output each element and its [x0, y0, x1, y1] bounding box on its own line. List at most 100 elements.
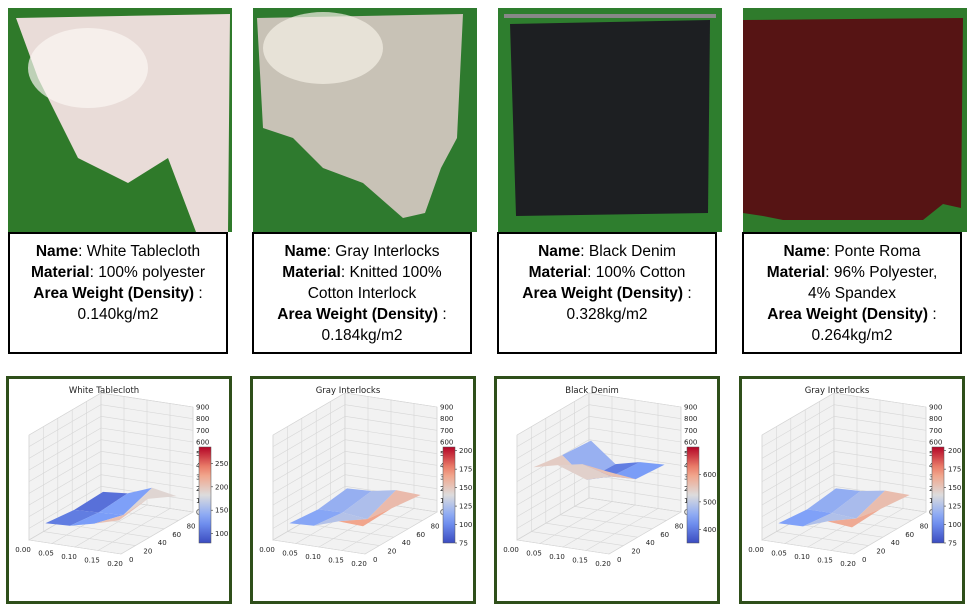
x-tick-label: 0.00 [748, 546, 764, 554]
z-tick-label: 900 [440, 404, 453, 412]
colorbar [931, 446, 945, 544]
x-tick-label: 0.10 [61, 553, 77, 561]
surface-patch [313, 512, 368, 526]
colorbar-tick-label: 100 [948, 521, 961, 529]
y-tick-label: 20 [631, 548, 640, 556]
grid-line-y [287, 531, 380, 546]
fabric-photo-ponte-roma [743, 8, 967, 232]
x-tick-label: 0.20 [351, 560, 367, 568]
grid-line-y [301, 522, 394, 538]
z-tick-label: 800 [440, 415, 453, 423]
grid-line-x [364, 511, 438, 555]
grid-line-z [761, 439, 835, 482]
plot-svg-0: White Tablecloth 0.00 0.05 0.10 0.15 0.20 0 20 4… [15, 386, 228, 568]
x-tick-label: 0.00 [15, 546, 31, 554]
z-tick-label: 0 [684, 509, 688, 517]
material-value: 96% Polyester, [833, 264, 938, 281]
grid-line-z [28, 392, 102, 436]
grid-line-y [560, 514, 653, 530]
material-line: Material: Knitted 100% [282, 264, 442, 281]
material-line: Material: 100% polyester [30, 264, 206, 281]
colorbar-tick-label: 100 [215, 530, 228, 538]
grid-line-z [761, 486, 835, 529]
photo-hanging-bar [504, 14, 716, 18]
grid-line-y [43, 531, 136, 546]
y-tick-label: 60 [905, 531, 914, 539]
weight-line: Area Weight (Density) : [33, 285, 203, 302]
x-tick-label: 0.10 [549, 553, 565, 561]
grid-line-y [761, 539, 855, 555]
grid-line-y [28, 539, 122, 555]
grid-line-z [28, 439, 102, 482]
grid-line-z [516, 416, 590, 459]
grid-line-z [761, 427, 835, 471]
material-value-2: 4% Spandex [808, 285, 896, 302]
colorbar-tick-label: 200 [948, 447, 961, 455]
grid-line-x [608, 511, 682, 555]
grid-line-y [531, 531, 624, 546]
surface-plot-white-tablecloth: White Tablecloth 0.00 0.05 0.10 0.15 0.20 0 20 4… [6, 376, 232, 604]
weight-value: 0.184kg/m2 [321, 327, 403, 344]
z-tick-label: 600 [929, 439, 942, 447]
x-tick-label: 0.05 [771, 550, 787, 558]
grid-line-x [97, 508, 171, 551]
grid-line-x [516, 497, 590, 541]
grid-line-z [761, 451, 835, 494]
fabric-photo-gray-interlocks [253, 8, 477, 232]
grid-line-z [516, 486, 590, 529]
material-value: Knitted 100% [349, 264, 442, 281]
fabric-name: Ponte Roma [834, 243, 921, 260]
grid-line-z [272, 439, 346, 482]
x-tick-label: 0.20 [107, 560, 123, 568]
grid-line-y [516, 539, 610, 555]
surface-plot-black-denim: Black Denim 0.00 0.05 0.10 0.15 0.20 0 20 40 60 80… [494, 376, 720, 604]
grid-line-z [272, 462, 346, 506]
surface-patch [802, 513, 857, 527]
x-tick-label: 0.15 [572, 557, 588, 565]
colorbar-tick-label: 125 [459, 503, 472, 511]
weight-value: 0.140kg/m2 [77, 306, 159, 323]
y-tick-label: 40 [158, 539, 167, 547]
plot-svg-2: Black Denim 0.00 0.05 0.10 0.15 0.20 0 20 40 60 80… [503, 386, 716, 568]
y-tick-label: 40 [646, 539, 655, 547]
colorbar-tick-label: 175 [459, 466, 472, 474]
grid-line-y [272, 539, 366, 555]
photo-highlight [263, 12, 383, 84]
surface-patch [827, 508, 881, 528]
grid-line-z [516, 427, 590, 471]
z-tick-label: 700 [440, 427, 453, 435]
z-tick-label: 600 [440, 439, 453, 447]
grid-line-x [539, 501, 613, 544]
x-tick-label: 0.15 [328, 557, 344, 565]
grid-line-z [28, 451, 102, 494]
plot-title: Gray Interlocks [805, 386, 870, 396]
grid-line-x [341, 508, 415, 551]
grid-line-z [761, 404, 835, 447]
photo-svg-0 [8, 8, 232, 232]
surface-plot-gray-interlocks: Gray Interlocks 0.00 0.05 0.10 0.15 0.20 0 20 40… [250, 376, 476, 604]
colorbar-tick-label: 500 [703, 498, 716, 506]
grid-line-z [516, 392, 590, 436]
plot-svg-1: Gray Interlocks 0.00 0.05 0.10 0.15 0.20 0 20 40… [259, 386, 472, 568]
grid-line-z [761, 462, 835, 506]
weight-label: Area Weight (Density) [522, 285, 684, 302]
y-tick-label: 20 [143, 548, 152, 556]
photo-highlight [28, 28, 148, 108]
colorbar-tick-label: 100 [459, 521, 472, 529]
x-tick-label: 0.05 [38, 550, 54, 558]
material-line: Material: 96% Polyester, [766, 264, 938, 281]
colorbar-tick-label: 75 [459, 540, 468, 548]
material-value: 100% polyester [98, 264, 206, 281]
x-tick-label: 0.00 [503, 546, 519, 554]
weight-value: 0.328kg/m2 [566, 306, 648, 323]
surface-patch [94, 498, 148, 524]
surface-patch [45, 509, 99, 526]
colorbar-tick-label: 75 [948, 540, 957, 548]
surface-patch [807, 488, 861, 514]
grid-line-z [28, 427, 102, 471]
z-tick-label: 600 [684, 439, 697, 447]
weight-label: Area Weight (Density) [33, 285, 195, 302]
colorbar-tick-label: 200 [459, 447, 472, 455]
z-tick-label: 600 [196, 439, 209, 447]
y-tick-label: 60 [172, 531, 181, 539]
